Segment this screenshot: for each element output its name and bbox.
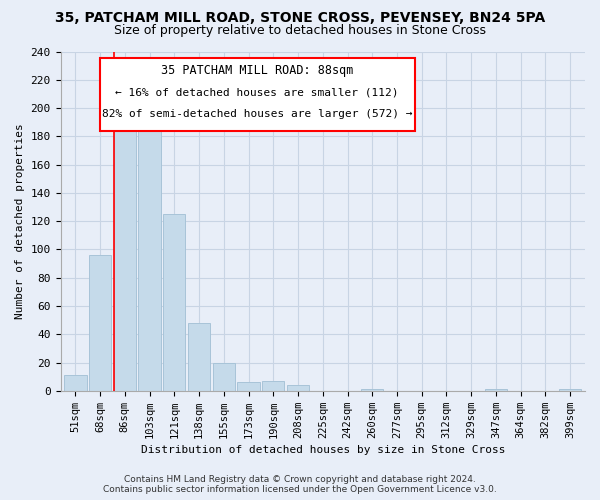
Bar bbox=[485, 390, 507, 391]
Bar bbox=[114, 130, 136, 391]
Bar bbox=[361, 390, 383, 391]
Text: Size of property relative to detached houses in Stone Cross: Size of property relative to detached ho… bbox=[114, 24, 486, 37]
Bar bbox=[64, 376, 86, 391]
Bar bbox=[212, 362, 235, 391]
Bar bbox=[139, 108, 161, 391]
Bar bbox=[287, 385, 309, 391]
FancyBboxPatch shape bbox=[100, 58, 415, 131]
Bar bbox=[163, 214, 185, 391]
Text: 35, PATCHAM MILL ROAD, STONE CROSS, PEVENSEY, BN24 5PA: 35, PATCHAM MILL ROAD, STONE CROSS, PEVE… bbox=[55, 11, 545, 25]
Y-axis label: Number of detached properties: Number of detached properties bbox=[15, 124, 25, 319]
Text: 35 PATCHAM MILL ROAD: 88sqm: 35 PATCHAM MILL ROAD: 88sqm bbox=[161, 64, 353, 78]
Text: 82% of semi-detached houses are larger (572) →: 82% of semi-detached houses are larger (… bbox=[102, 109, 412, 119]
Bar bbox=[188, 323, 210, 391]
Bar bbox=[89, 255, 111, 391]
X-axis label: Distribution of detached houses by size in Stone Cross: Distribution of detached houses by size … bbox=[140, 445, 505, 455]
Text: Contains HM Land Registry data © Crown copyright and database right 2024.
Contai: Contains HM Land Registry data © Crown c… bbox=[103, 474, 497, 494]
Bar bbox=[238, 382, 260, 391]
Text: ← 16% of detached houses are smaller (112): ← 16% of detached houses are smaller (11… bbox=[115, 87, 399, 97]
Bar bbox=[262, 381, 284, 391]
Bar bbox=[559, 390, 581, 391]
